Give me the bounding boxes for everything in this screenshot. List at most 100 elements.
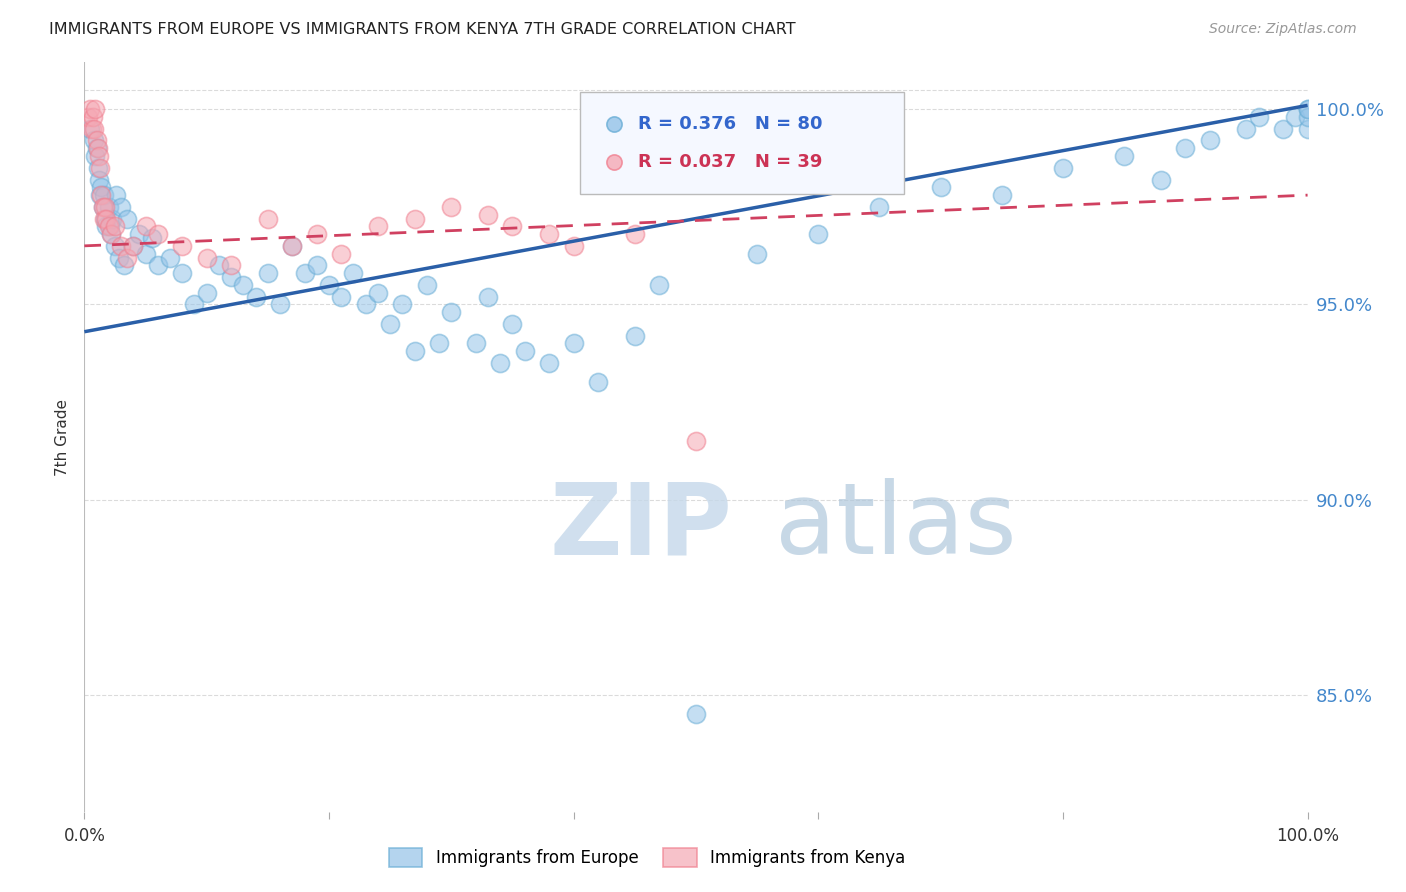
Point — [1272, 121, 1295, 136]
Point — [747, 246, 769, 260]
Point — [104, 239, 127, 253]
Point — [562, 239, 585, 253]
Point — [90, 188, 112, 202]
Point — [305, 227, 328, 242]
Point — [281, 239, 304, 253]
Point — [195, 251, 218, 265]
Point — [380, 317, 402, 331]
Point — [464, 336, 486, 351]
Point — [90, 180, 112, 194]
Point — [330, 246, 353, 260]
Text: R = 0.376   N = 80: R = 0.376 N = 80 — [638, 115, 823, 133]
Point — [477, 208, 499, 222]
Point — [538, 356, 561, 370]
Point — [1198, 134, 1220, 148]
Point — [115, 251, 138, 265]
Point — [110, 239, 132, 253]
Point — [82, 110, 104, 124]
Point — [685, 434, 707, 448]
Point — [1296, 121, 1319, 136]
Point — [354, 297, 377, 311]
Point — [86, 141, 108, 155]
Point — [83, 134, 105, 148]
Point — [94, 200, 117, 214]
Text: ZIP: ZIP — [550, 478, 733, 575]
Point — [648, 277, 671, 292]
Text: atlas: atlas — [776, 478, 1017, 575]
Point — [869, 200, 891, 214]
Point — [1052, 161, 1074, 175]
Point — [110, 200, 132, 214]
Point — [89, 161, 111, 175]
Point — [97, 200, 120, 214]
Point — [1150, 172, 1173, 186]
Point — [80, 121, 103, 136]
Point — [1296, 103, 1319, 117]
Point — [281, 239, 304, 253]
Point — [91, 200, 114, 214]
Point — [128, 227, 150, 242]
Y-axis label: 7th Grade: 7th Grade — [55, 399, 70, 475]
Point — [96, 219, 118, 234]
Point — [84, 103, 107, 117]
Point — [93, 211, 115, 226]
Point — [105, 188, 128, 202]
Point — [477, 290, 499, 304]
Point — [104, 219, 127, 234]
Point — [79, 121, 101, 136]
Point — [87, 149, 110, 163]
Point — [929, 180, 952, 194]
Point — [257, 211, 280, 226]
Point — [330, 290, 353, 304]
Point — [342, 266, 364, 280]
Point — [1284, 110, 1306, 124]
Point — [146, 259, 169, 273]
Point — [77, 110, 100, 124]
Point — [318, 277, 340, 292]
Text: R = 0.037   N = 39: R = 0.037 N = 39 — [638, 153, 823, 171]
Point — [586, 376, 609, 390]
FancyBboxPatch shape — [579, 93, 904, 194]
Point — [245, 290, 267, 304]
Point — [87, 161, 110, 175]
Point — [1236, 121, 1258, 136]
Point — [112, 259, 135, 273]
Text: IMMIGRANTS FROM EUROPE VS IMMIGRANTS FROM KENYA 7TH GRADE CORRELATION CHART: IMMIGRANTS FROM EUROPE VS IMMIGRANTS FRO… — [49, 22, 796, 37]
Point — [98, 219, 121, 234]
Point — [305, 259, 328, 273]
Point — [440, 200, 463, 214]
Point — [489, 356, 512, 370]
Point — [84, 149, 107, 163]
Point — [427, 336, 450, 351]
Point — [100, 227, 122, 242]
Point — [624, 227, 647, 242]
Point — [807, 227, 830, 242]
Point — [404, 344, 426, 359]
Point — [86, 134, 108, 148]
Point — [79, 103, 101, 117]
Point — [172, 239, 194, 253]
Point — [416, 277, 439, 292]
Point — [1296, 110, 1319, 124]
Point — [208, 259, 231, 273]
Point — [87, 172, 110, 186]
Point — [404, 211, 426, 226]
Point — [172, 266, 194, 280]
Point — [502, 219, 524, 234]
Point — [89, 188, 111, 202]
Point — [257, 266, 280, 280]
Point — [538, 227, 561, 242]
Text: Source: ZipAtlas.com: Source: ZipAtlas.com — [1209, 22, 1357, 37]
Point — [101, 211, 124, 226]
Point — [93, 188, 115, 202]
Point — [1114, 149, 1136, 163]
Point — [294, 266, 316, 280]
Point — [107, 251, 129, 265]
Point — [94, 211, 117, 226]
Point — [122, 239, 145, 253]
Point — [146, 227, 169, 242]
Point — [83, 121, 105, 136]
Point — [513, 344, 536, 359]
Point — [91, 200, 114, 214]
Point — [135, 219, 157, 234]
